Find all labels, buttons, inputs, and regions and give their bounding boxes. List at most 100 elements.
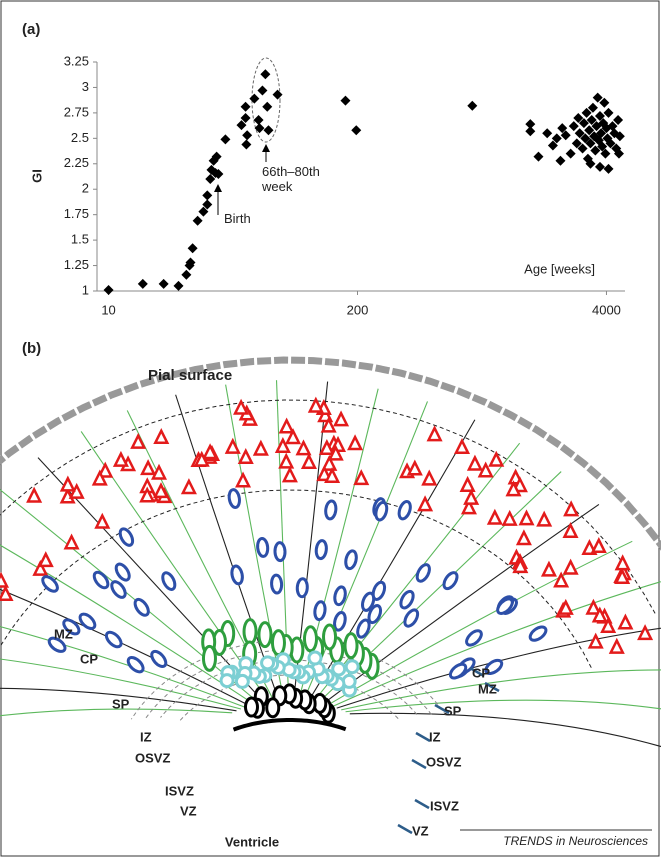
- migrating-cell: [92, 570, 110, 590]
- neuron: [26, 486, 43, 503]
- neuron: [608, 637, 625, 654]
- migrating-cell: [465, 629, 483, 647]
- data-point: [614, 131, 625, 142]
- region-label: ISVZ: [430, 798, 459, 813]
- migrating-cell: [397, 500, 412, 521]
- arrow-head: [262, 144, 270, 152]
- data-point: [555, 155, 566, 166]
- panel-label: (b): [22, 340, 41, 357]
- neuron: [278, 417, 295, 434]
- neuron: [426, 425, 443, 442]
- data-point: [533, 151, 544, 162]
- y-tick-label: 1.25: [64, 257, 89, 272]
- migrating-cell: [150, 649, 168, 668]
- neuron: [512, 557, 529, 574]
- data-point: [600, 148, 611, 159]
- neuron: [278, 452, 295, 469]
- data-point: [351, 125, 362, 136]
- neuron: [453, 438, 471, 455]
- radial-glia: [243, 696, 259, 718]
- data-point: [542, 128, 553, 139]
- neuron: [614, 554, 631, 571]
- migrating-cell: [41, 575, 59, 593]
- x-tick-label: 4000: [592, 302, 621, 317]
- radial-fibre: [0, 544, 255, 706]
- data-point: [587, 102, 598, 113]
- data-point: [585, 158, 596, 169]
- radial-fibre: [327, 540, 633, 706]
- migrating-cell: [371, 580, 387, 601]
- data-point: [198, 206, 209, 217]
- pointer-arrow: [414, 798, 430, 810]
- neuron: [562, 521, 579, 539]
- migrating-cell: [528, 625, 548, 642]
- data-point: [607, 121, 618, 132]
- data-point: [596, 128, 607, 139]
- migrating-cell: [415, 563, 431, 583]
- data-point: [249, 93, 260, 104]
- data-point: [547, 140, 558, 151]
- migrating-cell: [333, 611, 347, 632]
- neuron: [488, 450, 505, 467]
- data-point: [603, 163, 614, 174]
- data-point: [594, 110, 605, 121]
- neuron: [300, 452, 317, 470]
- neuron: [463, 488, 480, 505]
- zone-boundary: [0, 489, 592, 668]
- data-point: [242, 130, 253, 141]
- neuron: [637, 624, 654, 641]
- migrating-cell: [360, 591, 376, 612]
- neuron: [518, 509, 535, 526]
- migrating-cell: [295, 577, 309, 599]
- neuron: [459, 475, 476, 492]
- migrating-cell: [344, 549, 358, 571]
- annotation: Birth: [224, 211, 251, 226]
- migrating-cell: [356, 618, 371, 639]
- outer-radial-glia: [322, 623, 338, 651]
- neuron: [562, 558, 579, 575]
- data-point: [241, 139, 252, 150]
- data-point: [137, 278, 148, 289]
- x-tick-label: 10: [101, 302, 115, 317]
- data-point: [592, 92, 603, 103]
- data-point: [568, 121, 579, 132]
- panel-label: (a): [22, 21, 40, 38]
- outer-radial-glia: [302, 625, 318, 653]
- migrating-cell: [484, 658, 504, 676]
- pointer-arrow: [415, 731, 431, 743]
- y-tick-label: 1.5: [71, 232, 89, 247]
- data-point: [202, 199, 213, 210]
- pointer-arrow: [434, 703, 450, 715]
- region-label: MZ: [54, 626, 73, 641]
- data-point: [525, 119, 536, 130]
- data-point: [580, 133, 591, 144]
- data-point: [192, 215, 203, 226]
- region-label: SP: [444, 703, 462, 718]
- migrating-cell: [333, 585, 347, 607]
- migrating-cell: [161, 571, 177, 591]
- neuron: [320, 416, 337, 433]
- neuron: [466, 454, 483, 471]
- y-axis-label: GI: [29, 169, 44, 183]
- neuron: [0, 571, 10, 588]
- migrating-cell: [47, 636, 67, 653]
- neuron: [63, 533, 80, 550]
- pointer-arrow: [411, 758, 427, 770]
- data-point: [599, 97, 610, 108]
- neuron: [505, 480, 522, 497]
- neuron: [234, 471, 252, 488]
- neuron: [295, 439, 312, 456]
- data-point: [185, 257, 196, 268]
- data-point: [257, 85, 268, 96]
- radial-glia: [265, 697, 281, 719]
- migrating-cell: [403, 608, 420, 628]
- data-point: [220, 134, 231, 145]
- migrating-cell: [314, 539, 328, 561]
- radial-fibre: [349, 712, 661, 748]
- region-label: Ventricle: [225, 834, 279, 849]
- ventricle: [232, 718, 347, 732]
- migrating-cell: [313, 600, 327, 622]
- migrating-cell: [104, 630, 123, 649]
